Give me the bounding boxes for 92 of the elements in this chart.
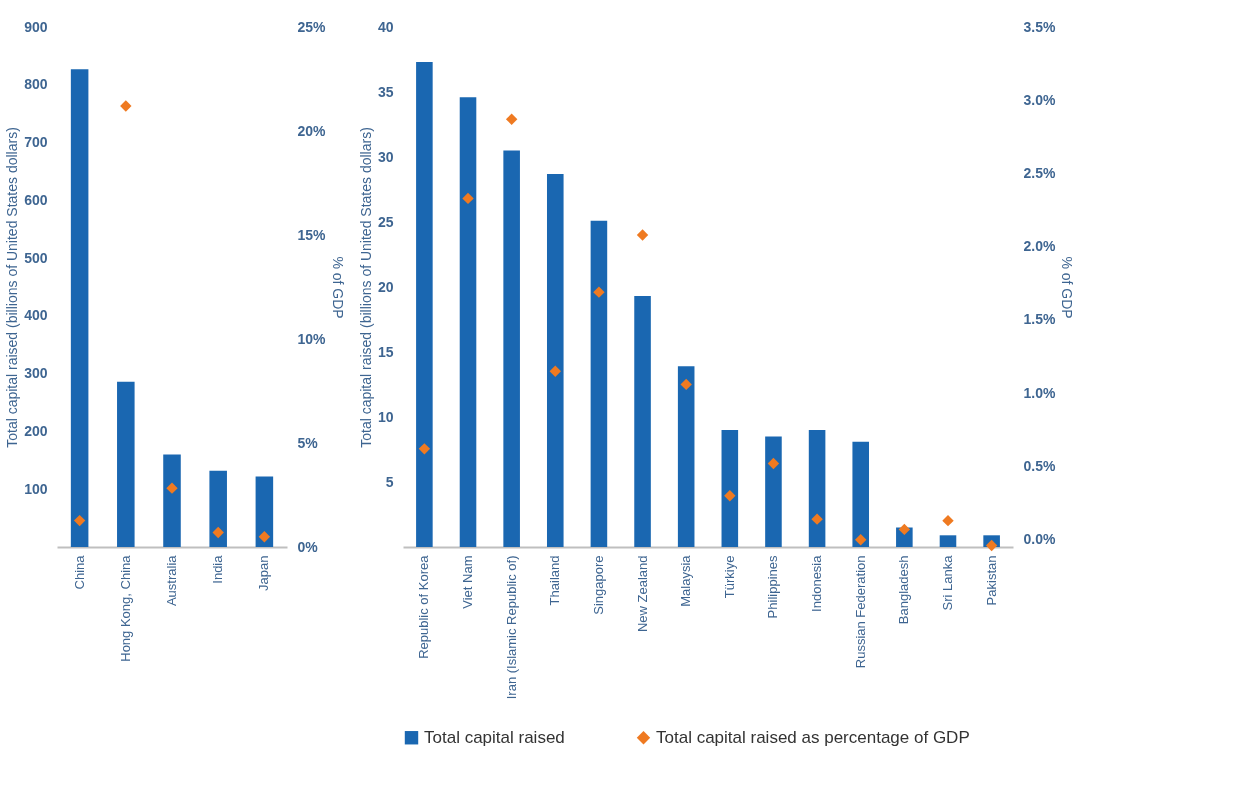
bar <box>939 535 957 547</box>
bar <box>721 430 739 547</box>
x-tick-label: New Zealand <box>634 555 650 633</box>
y-tick-label: 800 <box>24 76 48 93</box>
x-tick-label: Sri Lanka <box>939 554 955 611</box>
y2-tick-label: 1.5% <box>1023 311 1056 328</box>
y-tick-label: 30 <box>377 148 394 165</box>
point <box>549 365 561 377</box>
x-tick-label: Türkiye <box>721 555 737 599</box>
bar <box>765 436 782 547</box>
y-tick-label: 900 <box>24 18 48 35</box>
bar <box>503 150 520 547</box>
point <box>636 229 649 241</box>
y2-tick-label: 10% <box>297 330 327 347</box>
bar <box>163 454 181 547</box>
bar <box>70 69 89 547</box>
x-tick-label: Republic of Korea <box>416 554 432 659</box>
y-tick-label: 20 <box>377 278 394 295</box>
y-axis-title: Total capital raised (billions of United States dollars) <box>357 127 374 448</box>
x-tick-label: Thailand <box>547 555 563 606</box>
y-tick-label: 5 <box>385 473 394 490</box>
point <box>593 286 605 298</box>
x-tick-label: Bangladesh <box>896 555 912 625</box>
y2-tick-label: 2.5% <box>1023 164 1056 181</box>
point <box>985 539 998 552</box>
y2-tick-label: 1.0% <box>1023 384 1056 401</box>
point <box>73 514 86 527</box>
bar <box>416 62 433 547</box>
y2-tick-label: 3.5% <box>1023 18 1056 35</box>
point <box>767 457 780 470</box>
y-tick-label: 100 <box>24 480 48 497</box>
point <box>942 514 954 527</box>
bar <box>634 296 651 547</box>
x-tick-label: Iran (Islamic Republic of) <box>503 555 519 700</box>
bar <box>808 430 826 547</box>
point <box>898 523 911 536</box>
y-tick-label: 300 <box>24 365 48 382</box>
y2-tick-label: 0.0% <box>1023 531 1056 548</box>
y2-tick-label: 20% <box>297 122 327 139</box>
legend-label: Total capital raised as percentage of GDP <box>656 727 970 747</box>
point <box>855 533 867 546</box>
y2-axis-title: % of GDP <box>329 256 346 319</box>
bar <box>117 381 135 547</box>
point <box>462 192 474 205</box>
x-tick-label: Japan <box>256 555 272 591</box>
point <box>120 100 132 112</box>
x-tick-label: Indonesia <box>809 554 825 612</box>
x-tick-label: Viet Nam <box>460 555 476 609</box>
bar <box>677 366 695 547</box>
y2-tick-label: 25% <box>297 18 327 35</box>
bar <box>459 97 477 547</box>
y-tick-label: 400 <box>24 307 48 324</box>
x-tick-label: Singapore <box>590 555 606 615</box>
x-tick-label: India <box>210 554 226 584</box>
point <box>505 113 518 125</box>
y-tick-label: 10 <box>377 408 394 425</box>
point <box>811 513 823 525</box>
y-tick-label: 15 <box>377 343 394 360</box>
y2-tick-label: 0% <box>297 538 319 555</box>
bar <box>852 441 870 547</box>
bar <box>590 220 608 547</box>
y-tick-label: 500 <box>24 249 48 266</box>
y2-axis-title: % of GDP <box>1059 256 1076 319</box>
x-tick-label: Hong Kong, China <box>117 554 133 662</box>
x-tick-label: Pakistan <box>983 555 999 606</box>
y-tick-label: 600 <box>24 191 48 208</box>
x-tick-label: Malaysia <box>678 554 694 607</box>
point <box>418 443 431 455</box>
point <box>166 482 178 494</box>
y-axis-title: Total capital raised (billions of United States dollars) <box>4 127 21 448</box>
legend-label: Total capital raised <box>424 727 565 747</box>
y-tick-label: 25 <box>377 213 394 230</box>
y2-tick-label: 3.0% <box>1023 91 1056 108</box>
x-tick-label: China <box>71 554 87 590</box>
x-tick-label: Russian Federation <box>852 555 868 669</box>
bar <box>546 173 564 547</box>
point <box>258 531 271 543</box>
bar <box>255 476 274 547</box>
y2-tick-label: 5% <box>297 434 319 451</box>
bar <box>209 470 227 547</box>
y2-tick-label: 15% <box>297 226 327 243</box>
point <box>680 378 692 391</box>
y2-tick-label: 2.0% <box>1023 238 1056 255</box>
y-tick-label: 40 <box>377 18 394 35</box>
y-tick-label: 200 <box>24 422 48 439</box>
point <box>212 526 224 539</box>
y-tick-label: 35 <box>377 83 394 100</box>
point <box>724 490 736 502</box>
x-tick-label: Philippines <box>765 555 781 619</box>
y-tick-label: 700 <box>24 134 48 151</box>
y2-tick-label: 0.5% <box>1023 457 1056 474</box>
x-tick-label: Australia <box>164 554 179 607</box>
